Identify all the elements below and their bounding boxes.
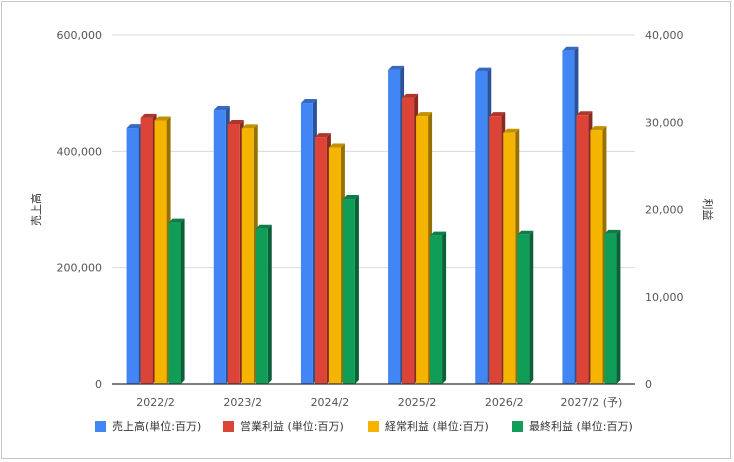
bar-top <box>517 230 534 235</box>
legend-label: 売上高(単位:百万) <box>112 419 201 433</box>
bar-top <box>154 116 171 121</box>
bar <box>168 222 181 384</box>
bar <box>255 228 268 384</box>
bar-top <box>241 124 258 129</box>
y-right-tick-label: 40,000 <box>645 29 684 42</box>
bar-top <box>328 143 345 148</box>
bar <box>430 235 443 384</box>
bar-top <box>213 106 230 111</box>
bar-top <box>503 128 520 133</box>
bar-side <box>354 195 359 384</box>
legend-label: 最終利益 (単位:百万) <box>529 419 633 433</box>
bar <box>227 123 240 385</box>
bar <box>604 233 617 384</box>
bar-top <box>416 112 433 117</box>
bar <box>562 50 575 384</box>
bar-top <box>475 67 492 72</box>
bar <box>300 103 313 385</box>
bar-top <box>388 65 405 70</box>
bar-top <box>227 119 244 124</box>
bar-side <box>180 218 185 384</box>
bar-side <box>529 230 534 384</box>
bar <box>342 199 355 384</box>
bar-top <box>342 195 359 200</box>
bar <box>213 110 226 384</box>
bar <box>503 132 516 384</box>
bar-top <box>562 46 579 51</box>
bar-side <box>442 231 447 384</box>
bar-top <box>168 218 185 223</box>
legend-swatch <box>368 421 379 432</box>
bar <box>489 116 502 384</box>
y-right-tick-label: 10,000 <box>645 291 684 304</box>
y-right-tick-label: 0 <box>645 378 652 391</box>
bar <box>576 115 589 385</box>
bar <box>475 71 488 385</box>
x-tick-label: 2022/2 <box>136 396 175 409</box>
y-right-tick-label: 20,000 <box>645 204 684 217</box>
bar-top <box>590 126 607 131</box>
legend-swatch <box>223 421 234 432</box>
x-tick-label: 2026/2 <box>485 396 524 409</box>
bar-top <box>300 99 317 104</box>
y-left-axis-title: 売上高 <box>29 193 43 226</box>
y-left-tick-label: 400,000 <box>57 145 103 158</box>
legend-swatch <box>95 421 106 432</box>
bar-side <box>267 224 272 384</box>
x-tick-label: 2027/2 (予) <box>561 396 623 409</box>
bar-top <box>430 231 447 236</box>
bar-top <box>314 133 331 138</box>
bar-top <box>604 229 621 234</box>
x-tick-label: 2025/2 <box>398 396 437 409</box>
y-left-tick-label: 0 <box>95 378 102 391</box>
bar <box>314 137 327 384</box>
bar-top <box>489 112 506 117</box>
bar-top <box>402 93 419 98</box>
x-tick-label: 2024/2 <box>311 396 350 409</box>
bar-top <box>255 224 272 229</box>
bar <box>517 234 530 384</box>
bar <box>402 97 415 384</box>
legend-label: 経常利益 (単位:百万) <box>385 419 489 433</box>
y-right-tick-label: 30,000 <box>645 116 684 129</box>
bar <box>241 128 254 384</box>
bar <box>154 120 167 384</box>
bar <box>388 69 401 385</box>
bar <box>590 130 603 384</box>
y-left-tick-label: 600,000 <box>57 29 103 42</box>
legend-swatch <box>512 421 523 432</box>
bar <box>126 128 139 384</box>
legend-label: 営業利益 (単位:百万) <box>240 419 344 433</box>
y-right-axis-title: 利益 <box>701 199 715 221</box>
bar-side <box>616 229 621 384</box>
x-tick-label: 2023/2 <box>223 396 262 409</box>
y-left-tick-label: 200,000 <box>57 262 103 275</box>
bar <box>140 117 153 384</box>
bar <box>328 147 341 384</box>
bar <box>416 116 429 384</box>
bar-top <box>140 113 157 118</box>
bar-top <box>126 124 143 129</box>
bar-top <box>576 111 593 116</box>
